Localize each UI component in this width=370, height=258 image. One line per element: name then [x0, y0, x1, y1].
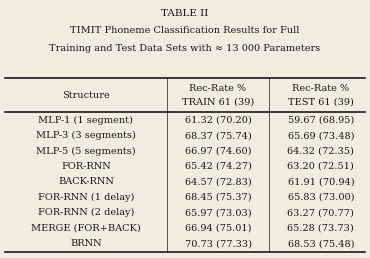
Text: TABLE II: TABLE II [161, 9, 209, 18]
Text: 70.73 (77.33): 70.73 (77.33) [185, 239, 252, 248]
Text: FOR-RNN (1 delay): FOR-RNN (1 delay) [38, 193, 134, 202]
Text: 65.69 (73.48): 65.69 (73.48) [287, 131, 354, 140]
Text: Structure: Structure [62, 91, 110, 100]
Text: 65.97 (73.03): 65.97 (73.03) [185, 208, 251, 217]
Text: 59.67 (68.95): 59.67 (68.95) [288, 116, 354, 125]
Text: 68.37 (75.74): 68.37 (75.74) [185, 131, 252, 140]
Text: 64.32 (72.35): 64.32 (72.35) [287, 147, 354, 156]
Text: FOR-RNN: FOR-RNN [61, 162, 111, 171]
Text: 65.83 (73.00): 65.83 (73.00) [287, 193, 354, 202]
Text: TRAIN 61 (39): TRAIN 61 (39) [182, 97, 254, 106]
Text: 65.42 (74.27): 65.42 (74.27) [185, 162, 252, 171]
Text: MERGE (FOR+BACK): MERGE (FOR+BACK) [31, 224, 141, 233]
Text: 61.32 (70.20): 61.32 (70.20) [185, 116, 252, 125]
Text: 65.28 (73.73): 65.28 (73.73) [287, 224, 354, 233]
Text: BRNN: BRNN [70, 239, 102, 248]
Text: Training and Test Data Sets with ≈ 13 000 Parameters: Training and Test Data Sets with ≈ 13 00… [49, 44, 321, 52]
Text: Rec-Rate %: Rec-Rate % [189, 84, 247, 93]
Text: 68.45 (75.37): 68.45 (75.37) [185, 193, 251, 202]
Text: FOR-RNN (2 delay): FOR-RNN (2 delay) [38, 208, 134, 217]
Text: 63.20 (72.51): 63.20 (72.51) [287, 162, 354, 171]
Text: 61.91 (70.94): 61.91 (70.94) [287, 178, 354, 187]
Text: 66.94 (75.01): 66.94 (75.01) [185, 224, 251, 233]
Text: 66.97 (74.60): 66.97 (74.60) [185, 147, 251, 156]
Text: 63.27 (70.77): 63.27 (70.77) [287, 208, 354, 217]
Text: TIMIT Phoneme Classification Results for Full: TIMIT Phoneme Classification Results for… [70, 26, 300, 35]
Text: MLP-5 (5 segments): MLP-5 (5 segments) [36, 147, 136, 156]
Text: TEST 61 (39): TEST 61 (39) [288, 97, 354, 106]
Text: MLP-1 (1 segment): MLP-1 (1 segment) [38, 116, 133, 125]
Text: Rec-Rate %: Rec-Rate % [292, 84, 349, 93]
Text: BACK-RNN: BACK-RNN [58, 178, 114, 187]
Text: MLP-3 (3 segments): MLP-3 (3 segments) [36, 131, 136, 140]
Text: 68.53 (75.48): 68.53 (75.48) [287, 239, 354, 248]
Text: 64.57 (72.83): 64.57 (72.83) [185, 178, 252, 187]
